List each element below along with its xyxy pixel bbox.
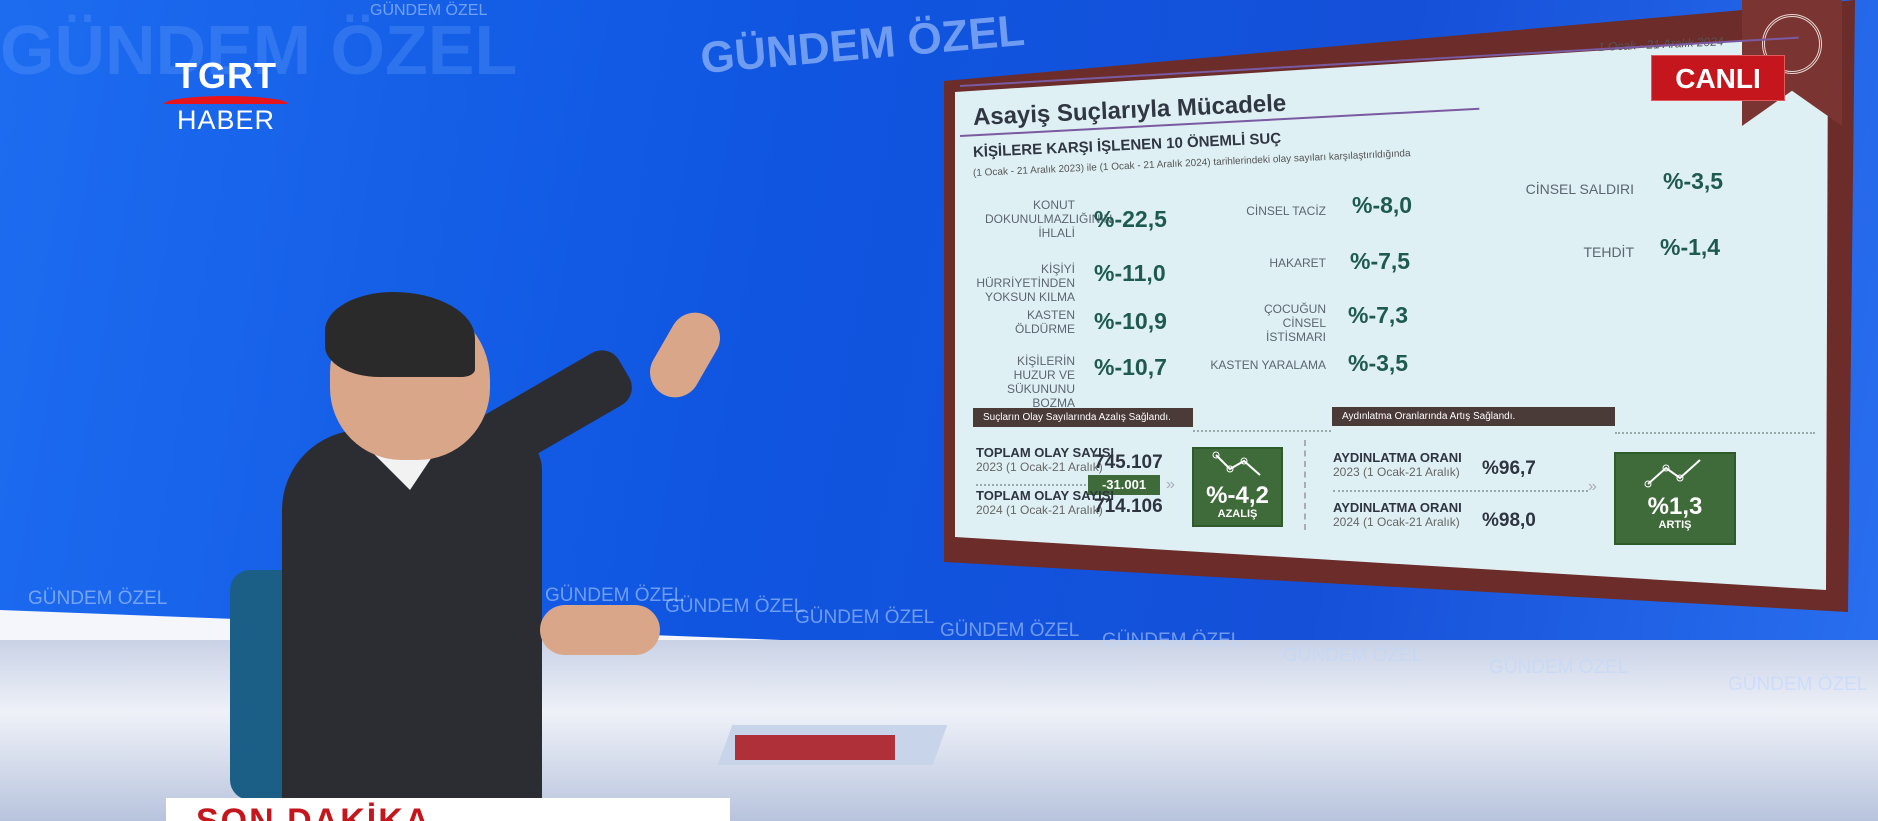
crime-value: %-10,9	[1094, 308, 1167, 334]
trend-down-icon	[1212, 451, 1261, 476]
crime-label: KASTEN YARALAMA	[1210, 358, 1326, 372]
presenter-hand	[540, 605, 660, 655]
decrease-box: %-4,2 AZALIŞ	[1192, 447, 1283, 527]
logo-text-bottom: HABER	[176, 105, 276, 135]
increase-box: %1,3 ARTIŞ	[1614, 452, 1736, 545]
crime-label: ÇOCUĞUN CİNSEL İSTİSMARI	[1264, 302, 1326, 344]
crime-label: TEHDİT	[1583, 244, 1634, 260]
row-period: 2024 (1 Ocak-21 Aralık)	[976, 503, 1103, 517]
logo-swoosh	[164, 96, 288, 104]
crime-label: KONUT DOKUNULMAZLIĞININ İHLALİ	[985, 198, 1113, 240]
crime-label: HAKARET	[1269, 256, 1326, 270]
clearance-2024-value: %98,0	[1482, 510, 1536, 531]
row-period: 2023 (1 Ocak-21 Aralık)	[976, 460, 1103, 474]
watermark: GÜNDEM ÖZEL	[795, 607, 935, 628]
watermark: GÜNDEM ÖZEL	[1489, 657, 1629, 678]
crime-value: %-8,0	[1352, 192, 1413, 218]
row-label: TOPLAM OLAY SAYISI	[976, 445, 1114, 460]
arrow-right-icon: »	[1588, 478, 1597, 495]
row-period: 2023 (1 Ocak-21 Aralık)	[1333, 465, 1460, 479]
presenter-body	[282, 430, 542, 821]
crime-value: %-7,5	[1350, 248, 1411, 274]
incidents-2024-value: 714.106	[1094, 496, 1163, 517]
clearance-row-2024: AYDINLATMA ORANI 2024 (1 Ocak-21 Aralık)	[1333, 500, 1462, 529]
clearance-banner: Aydınlatma Oranlarında Artış Sağlandı.	[1332, 407, 1615, 426]
trend-up-icon	[1644, 459, 1701, 488]
channel-logo: TGRT HABER	[160, 58, 292, 134]
watermark: GÜNDEM ÖZEL	[1102, 630, 1242, 651]
crime-value: %-22,5	[1094, 206, 1167, 232]
increase-percent: %1,3	[1647, 493, 1703, 520]
crime-label: KASTEN ÖLDÜRME	[1014, 308, 1075, 336]
divider	[1193, 430, 1331, 432]
crime-value: %-3,5	[1663, 168, 1724, 194]
clearance-row-2023: AYDINLATMA ORANI 2023 (1 Ocak-21 Aralık)	[1333, 450, 1462, 479]
crime-value: %-10,7	[1094, 354, 1167, 380]
watermark: GÜNDEM ÖZEL	[1728, 674, 1868, 695]
divider	[976, 484, 1086, 486]
clearance-2023-value: %96,7	[1482, 458, 1536, 479]
decrease-label: AZALIŞ	[1217, 508, 1258, 520]
logo-text-top: TGRT	[175, 55, 277, 96]
watermark: GÜNDEM ÖZEL	[370, 2, 488, 19]
crime-label: CİNSEL SALDIRI	[1525, 181, 1634, 197]
incidents-2023-value: 745.107	[1094, 452, 1163, 473]
row-label: TOPLAM OLAY SAYISI	[976, 488, 1114, 503]
divider	[1304, 440, 1306, 530]
ticker-text: SON DAKİKA	[196, 802, 432, 821]
row-label: AYDINLATMA ORANI	[1333, 500, 1462, 515]
watermark: GÜNDEM ÖZEL	[545, 585, 685, 606]
crime-value: %-11,0	[1094, 260, 1166, 286]
crime-value: %-7,3	[1348, 302, 1409, 328]
ministry-emblem-icon	[1762, 14, 1822, 74]
watermark: GÜNDEM ÖZEL	[940, 620, 1080, 641]
row-label: AYDINLATMA ORANI	[1333, 450, 1462, 465]
watermark: GÜNDEM ÖZEL	[28, 588, 168, 609]
incidents-banner: Suçların Olay Sayılarında Azalış Sağland…	[973, 408, 1193, 427]
presenter-hair	[325, 292, 475, 377]
crime-value: %-3,5	[1348, 350, 1409, 376]
divider	[1615, 432, 1815, 434]
watermark: GÜNDEM ÖZEL	[1283, 645, 1423, 666]
crime-label: KİŞİLERİN HUZUR VE SÜKUNUNU BOZMA	[1006, 354, 1075, 410]
live-badge: CANLI	[1651, 55, 1785, 101]
incidents-row-2024: TOPLAM OLAY SAYISI 2024 (1 Ocak-21 Aralı…	[976, 488, 1114, 517]
crime-value: %-1,4	[1660, 234, 1721, 260]
background-watermark: GÜNDEM ÖZEL	[0, 11, 518, 89]
difference-badge: -31.001	[1088, 475, 1160, 495]
divider	[1333, 490, 1588, 492]
incidents-row-2023: TOPLAM OLAY SAYISI 2023 (1 Ocak-21 Aralı…	[976, 445, 1114, 474]
row-period: 2024 (1 Ocak-21 Aralık)	[1333, 515, 1460, 529]
breaking-news-ticker: SON DAKİKA	[166, 798, 730, 821]
crime-label: KİŞİYİ HÜRRİYETİNDEN YOKSUN KILMA	[976, 262, 1075, 304]
notebook	[735, 735, 895, 760]
arrow-right-icon: »	[1166, 476, 1175, 493]
crime-label: CİNSEL TACİZ	[1246, 204, 1326, 218]
watermark: GÜNDEM ÖZEL	[665, 596, 805, 617]
increase-label: ARTIŞ	[1658, 519, 1692, 531]
decrease-percent: %-4,2	[1206, 482, 1269, 509]
